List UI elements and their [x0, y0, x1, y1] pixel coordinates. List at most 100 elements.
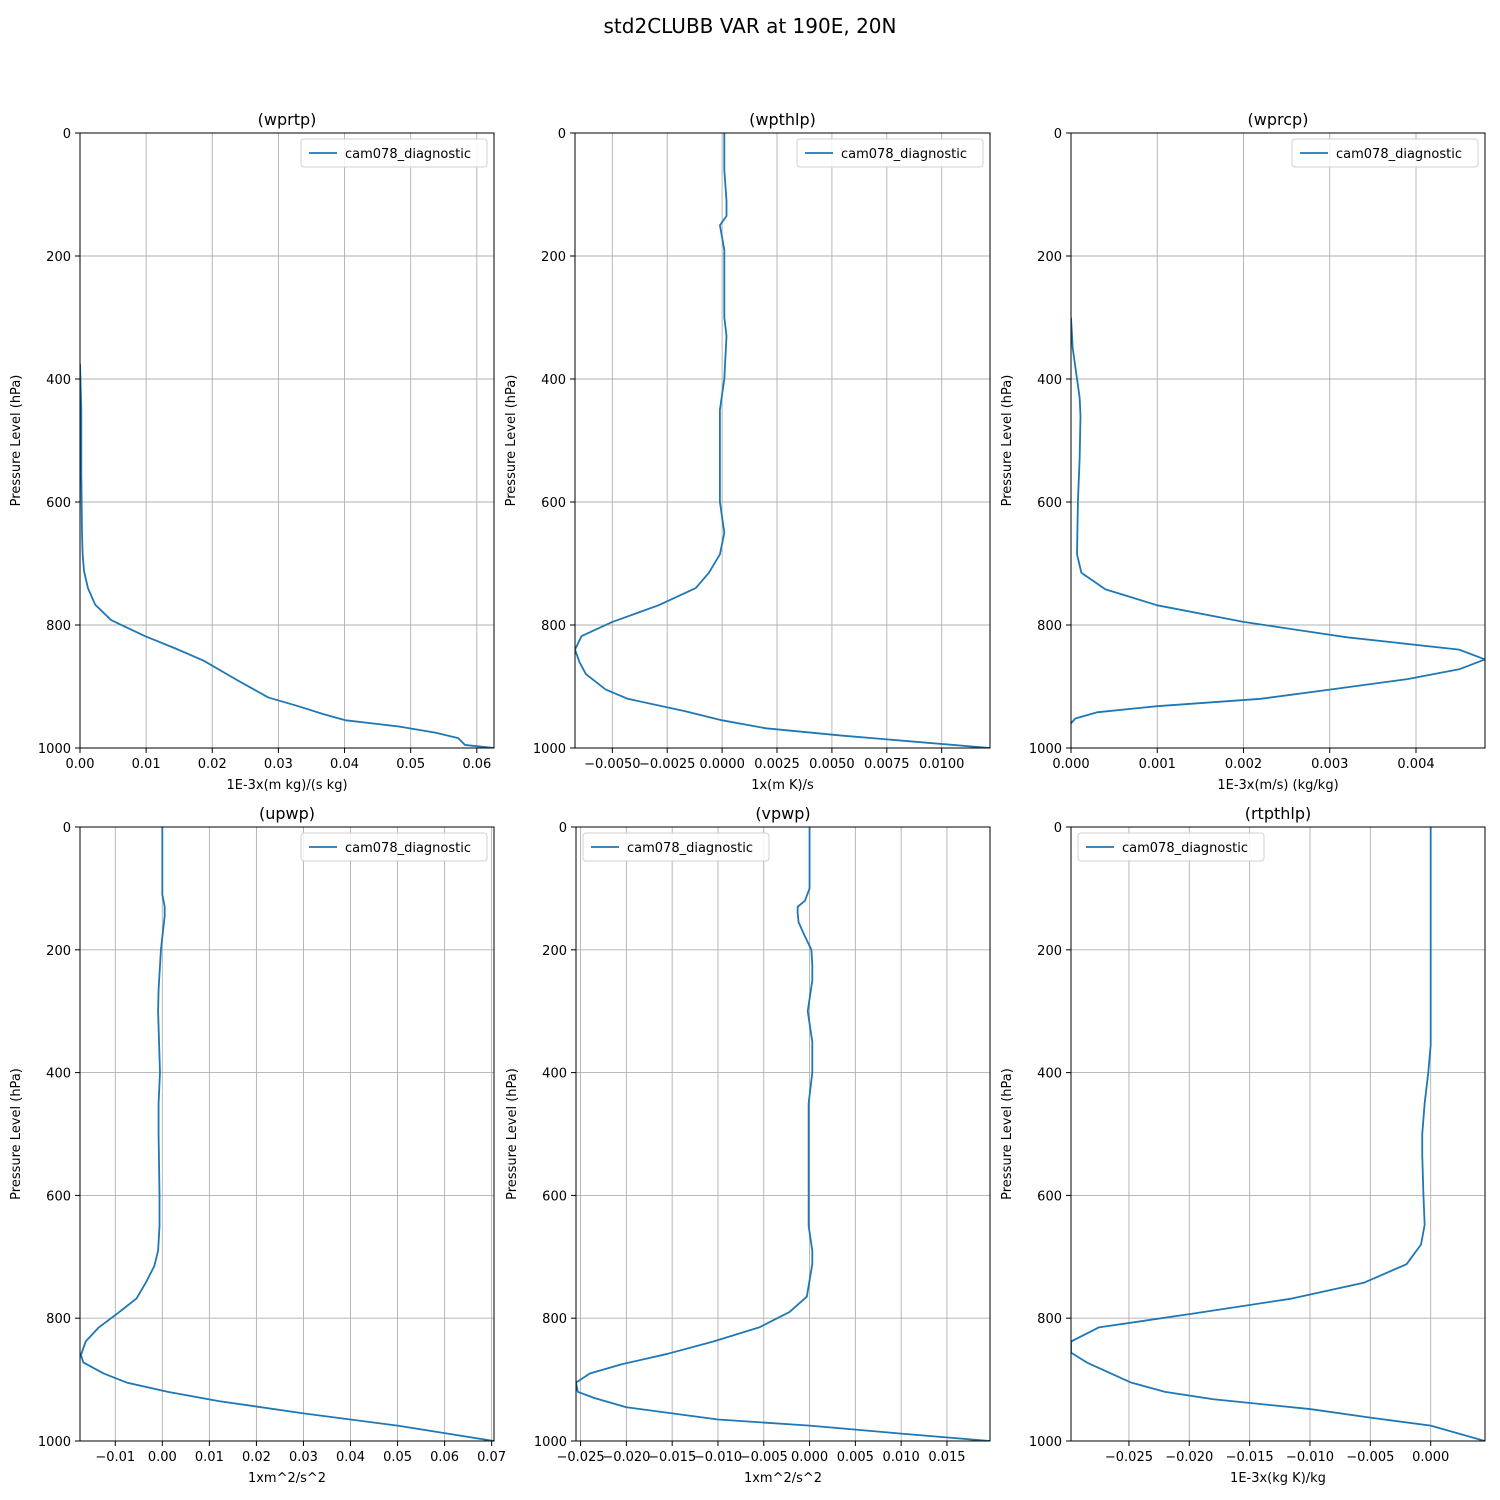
series-line: [576, 827, 990, 1441]
legend: cam078_diagnostic: [300, 832, 488, 862]
x-tick-label: 0.05: [383, 1450, 412, 1465]
x-tick-label: 0.06: [430, 1450, 459, 1465]
y-tick-label: 1000: [533, 742, 566, 757]
x-tick-label: −0.005: [740, 1450, 788, 1465]
y-tick-label: 1000: [38, 742, 71, 757]
y-tick-label: 1000: [534, 1435, 567, 1450]
legend: cam078_diagnostic: [1077, 832, 1265, 862]
y-tick-label: 200: [541, 250, 566, 265]
y-tick-label: 400: [1037, 373, 1062, 388]
x-tick-label: 0.0050: [809, 757, 855, 772]
x-tick-label: 0.00: [148, 1450, 177, 1465]
subplot-title: (wprtp): [258, 110, 317, 129]
legend-entry: cam078_diagnostic: [627, 841, 753, 856]
x-axis-label: 1E-3x(m kg)/(s kg): [226, 778, 347, 793]
legend: cam078_diagnostic: [796, 138, 984, 168]
x-tick-label: 0.000: [1412, 1450, 1449, 1465]
y-tick-label: 400: [46, 373, 71, 388]
x-tick-label: 0.02: [198, 757, 227, 772]
y-tick-label: 800: [46, 619, 71, 634]
x-tick-label: −0.0050: [584, 757, 640, 772]
x-tick-label: 0.03: [264, 757, 293, 772]
y-tick-label: 0: [1054, 821, 1062, 836]
subplot-title: (rtpthlp): [1245, 804, 1312, 823]
axes-frame: [1070, 826, 1486, 1442]
subplot-wprcp: 0.000 0.001 0.002 0.003 0.004 0 200 400 600 800 10…: [1000, 110, 1486, 793]
x-tick-label: −0.010: [1286, 1450, 1334, 1465]
x-tick-label: 0.01: [132, 757, 161, 772]
y-tick-label: 600: [1037, 496, 1062, 511]
x-axis-label: 1E-3x(m/s) (kg/kg): [1217, 778, 1338, 793]
y-tick-label: 800: [542, 1312, 567, 1327]
x-tick-label: −0.005: [1346, 1450, 1394, 1465]
subplot-rtpthlp: −0.025 −0.020 −0.015 −0.010 −0.005 0.000 0 200 4…: [1000, 804, 1486, 1486]
y-tick-label: 200: [46, 944, 71, 959]
y-axis-label: Pressure Level (hPa): [505, 1068, 520, 1200]
x-axis-label: 1E-3x(kg K)/kg: [1230, 1471, 1326, 1486]
x-tick-label: −0.015: [1226, 1450, 1274, 1465]
x-tick-label: 0.03: [289, 1450, 318, 1465]
y-tick-label: 0: [558, 127, 566, 142]
x-tick-label: −0.01: [95, 1450, 135, 1465]
subplot-title: (vpwp): [755, 804, 810, 823]
y-tick-label: 400: [1037, 1067, 1062, 1082]
x-tick-label: 0.00: [66, 757, 95, 772]
x-axis-label: 1xm^2/s^2: [744, 1471, 822, 1486]
x-tick-label: 0.0025: [754, 757, 800, 772]
legend-box: [300, 138, 488, 168]
figure-title: std2CLUBB VAR at 190E, 20N: [603, 14, 897, 38]
series-line: [80, 827, 494, 1441]
x-tick-label: 0.04: [330, 757, 359, 772]
x-tick-label: 0.000: [791, 1450, 828, 1465]
y-tick-label: 600: [46, 1189, 71, 1204]
legend-entry: cam078_diagnostic: [1122, 841, 1248, 856]
x-tick-label: −0.020: [602, 1450, 650, 1465]
x-tick-label: −0.020: [1165, 1450, 1213, 1465]
x-tick-label: 0.06: [462, 757, 491, 772]
subplot-vpwp: −0.025−0.020−0.015−0.010−0.005 0.000 0.005…: [505, 804, 991, 1486]
x-tick-label: −0.025: [557, 1450, 605, 1465]
y-tick-label: 1000: [1029, 1435, 1062, 1450]
x-tick-label: 0.010: [883, 1450, 920, 1465]
subplot-wpthlp: −0.0050−0.0025 0.0000 0.0025 0.0050 0.0075 0.…: [504, 110, 991, 793]
series-line: [1071, 317, 1485, 724]
x-tick-label: 0.07: [477, 1450, 506, 1465]
legend-box: [796, 138, 984, 168]
y-tick-label: 0: [63, 127, 71, 142]
y-tick-label: 600: [46, 496, 71, 511]
y-tick-label: 600: [541, 496, 566, 511]
y-tick-label: 200: [1037, 944, 1062, 959]
series-line: [575, 133, 990, 748]
x-tick-label: 0.01: [195, 1450, 224, 1465]
legend: cam078_diagnostic: [1291, 138, 1479, 168]
subplot-upwp: −0.01 0.00 0.01 0.02 0.03 0.04 0.05 0.06 0.07 0 20…: [9, 804, 506, 1486]
x-tick-label: 0.015: [928, 1450, 965, 1465]
y-tick-label: 600: [1037, 1189, 1062, 1204]
legend-box: [582, 832, 770, 862]
axes-frame: [574, 132, 991, 749]
x-tick-label: −0.010: [694, 1450, 742, 1465]
series-line: [80, 363, 494, 748]
y-tick-label: 400: [541, 373, 566, 388]
y-tick-label: 0: [1054, 127, 1062, 142]
x-tick-label: 0.002: [1225, 757, 1262, 772]
legend-entry: cam078_diagnostic: [345, 841, 471, 856]
subplot-title: (wprcp): [1248, 110, 1309, 129]
x-tick-label: −0.015: [648, 1450, 696, 1465]
axes-frame: [1070, 132, 1486, 749]
y-tick-label: 1000: [38, 1435, 71, 1450]
x-tick-label: 0.000: [1052, 757, 1089, 772]
y-tick-label: 1000: [1029, 742, 1062, 757]
y-axis-label: Pressure Level (hPa): [9, 1068, 24, 1200]
x-tick-label: 0.05: [396, 757, 425, 772]
y-tick-label: 800: [46, 1312, 71, 1327]
y-tick-label: 600: [542, 1189, 567, 1204]
x-tick-label: 0.004: [1397, 757, 1434, 772]
subplot-wprtp: 0.00 0.01 0.02 0.03 0.04 0.05 0.06 0 200 400 600 80…: [9, 110, 495, 793]
y-axis-label: Pressure Level (hPa): [9, 375, 24, 507]
x-tick-label: −0.0025: [639, 757, 695, 772]
y-tick-label: 800: [1037, 619, 1062, 634]
legend-box: [300, 832, 488, 862]
